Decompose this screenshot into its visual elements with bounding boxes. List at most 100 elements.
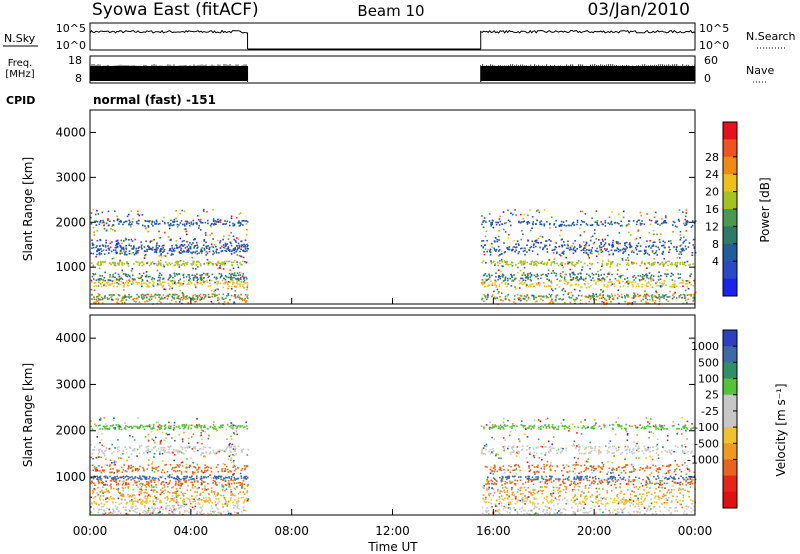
scatter-point — [120, 239, 123, 242]
scatter-point — [528, 467, 530, 469]
scatter-point — [92, 208, 95, 211]
scatter-point — [229, 454, 232, 456]
scatter-point — [497, 278, 499, 281]
scatter-point — [168, 284, 170, 287]
scatter-point — [522, 221, 524, 223]
scatter-point — [656, 254, 658, 256]
scatter-point — [496, 240, 499, 243]
scatter-point — [214, 425, 216, 428]
scatter-point — [502, 274, 505, 276]
scatter-point — [144, 497, 146, 499]
scatter-point — [600, 500, 602, 502]
scatter-point — [112, 261, 115, 264]
scatter-point — [146, 468, 149, 470]
scatter-point — [605, 445, 607, 447]
scatter-point — [550, 293, 553, 296]
scatter-point — [141, 214, 144, 216]
scatter-point — [601, 497, 604, 500]
scatter-point — [123, 283, 126, 286]
scatter-point — [498, 218, 501, 220]
scatter-point — [243, 245, 245, 248]
scatter-point — [550, 279, 552, 282]
scatter-point — [140, 276, 142, 279]
scatter-point — [595, 496, 597, 498]
scatter-point — [191, 264, 193, 266]
scatter-point — [142, 511, 144, 514]
scatter-point — [481, 283, 484, 286]
scatter-point — [540, 274, 543, 277]
scatter-point — [607, 284, 609, 287]
scatter-point — [587, 467, 590, 470]
scatter-point — [653, 294, 656, 297]
scatter-point — [648, 431, 651, 433]
scatter-point — [520, 282, 522, 284]
scatter-point — [661, 244, 664, 247]
scatter-point — [534, 223, 537, 225]
scatter-point — [152, 501, 154, 503]
scatter-point — [185, 223, 188, 226]
scatter-point — [495, 479, 497, 482]
scatter-point — [611, 241, 614, 244]
scatter-point — [613, 499, 615, 501]
scatter-point — [230, 285, 233, 288]
scatter-point — [160, 259, 162, 262]
scatter-point — [155, 468, 157, 471]
scatter-point — [693, 425, 695, 428]
scatter-point — [182, 274, 184, 277]
scatter-point — [589, 441, 591, 444]
scatter-point — [579, 244, 581, 246]
scatter-point — [159, 249, 161, 251]
scatter-point — [488, 274, 491, 277]
scatter-point — [105, 239, 107, 242]
scatter-point — [118, 503, 121, 506]
scatter-point — [489, 492, 492, 495]
scatter-point — [220, 275, 222, 278]
scatter-point — [145, 476, 148, 478]
scatter-point — [167, 264, 169, 266]
scatter-point — [564, 301, 566, 304]
scatter-point — [501, 253, 503, 255]
scatter-point — [499, 466, 501, 469]
scatter-point — [114, 282, 116, 284]
scatter-point — [192, 296, 194, 299]
scatter-point — [494, 237, 497, 239]
scatter-point — [652, 245, 655, 247]
scatter-point — [693, 505, 695, 508]
scatter-point — [500, 481, 503, 483]
scatter-point — [480, 245, 483, 247]
scatter-point — [122, 487, 125, 490]
scatter-point — [140, 282, 143, 285]
scatter-point — [621, 501, 624, 503]
scatter-point — [237, 445, 240, 447]
scatter-point — [92, 272, 94, 275]
scatter-point — [582, 248, 584, 251]
scatter-point — [168, 249, 171, 252]
scatter-point — [140, 246, 143, 248]
scatter-point — [677, 277, 680, 279]
scatter-point — [482, 226, 485, 229]
scatter-point — [513, 465, 516, 467]
scatter-point — [645, 297, 647, 299]
scatter-point — [160, 471, 163, 474]
scatter-point — [149, 247, 152, 250]
scatter-point — [121, 278, 124, 280]
scatter-point — [529, 246, 532, 249]
scatter-point — [600, 289, 602, 291]
scatter-point — [489, 472, 492, 474]
scatter-point — [528, 513, 530, 515]
scatter-point — [616, 273, 619, 276]
scatter-point — [624, 244, 626, 246]
scatter-point — [655, 220, 657, 222]
scatter-point — [204, 294, 207, 296]
scatter-point — [119, 260, 121, 263]
scatter-point — [120, 250, 122, 252]
scatter-point — [125, 253, 128, 256]
scatter-point — [679, 481, 682, 484]
scatter-point — [518, 280, 521, 282]
scatter-point — [213, 252, 216, 254]
scatter-point — [584, 476, 587, 478]
scatter-point — [194, 238, 196, 240]
scatter-point — [202, 448, 205, 450]
scatter-point — [182, 262, 184, 265]
scatter-point — [143, 257, 146, 259]
